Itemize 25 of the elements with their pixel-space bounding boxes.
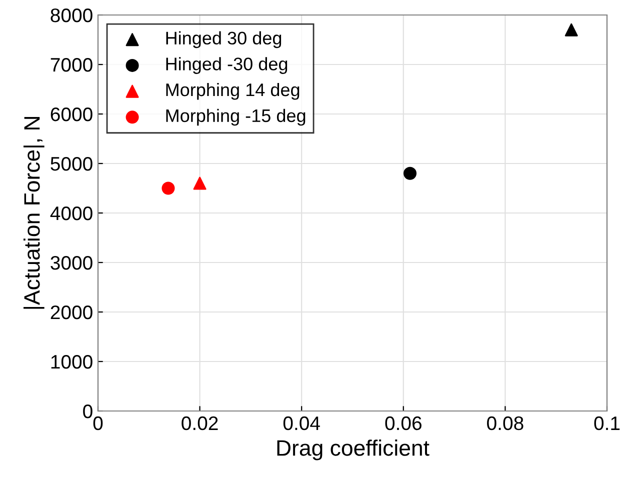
legend-label: Hinged -30 deg bbox=[166, 57, 288, 74]
y-tick-label: 4000 bbox=[50, 206, 92, 220]
point bbox=[404, 166, 417, 180]
legend-label: Morphing 14 deg bbox=[166, 82, 300, 100]
y-tick-label: 1000 bbox=[51, 354, 92, 369]
x-tick-label: 0.06 bbox=[385, 416, 422, 430]
x-tick-label: 0 bbox=[93, 416, 103, 430]
legend-label: Morphing -15 deg bbox=[166, 108, 306, 126]
point bbox=[193, 176, 206, 190]
y-tick-label: 3000 bbox=[50, 256, 92, 270]
y-tick-label: 7000 bbox=[50, 58, 92, 72]
x-tick-label: 0.1 bbox=[594, 416, 620, 430]
legend-label: Hinged 30 deg bbox=[166, 31, 282, 48]
x-tick-label: 0.08 bbox=[487, 416, 524, 430]
x-axis-title: Drag coefficient bbox=[277, 440, 430, 460]
y-axis-title: |Actuation Force|, N bbox=[24, 117, 44, 309]
y-tick-label: 0 bbox=[83, 404, 92, 418]
y-tick-label: 6000 bbox=[50, 107, 92, 122]
y-tick-label: 8000 bbox=[50, 8, 92, 22]
y-tick-label: 5000 bbox=[50, 156, 92, 171]
x-tick-label: 0.02 bbox=[182, 416, 218, 430]
point bbox=[162, 182, 175, 195]
x-tick-label: 0.04 bbox=[283, 416, 320, 430]
y-tick-label: 2000 bbox=[50, 305, 92, 320]
point bbox=[564, 23, 578, 36]
